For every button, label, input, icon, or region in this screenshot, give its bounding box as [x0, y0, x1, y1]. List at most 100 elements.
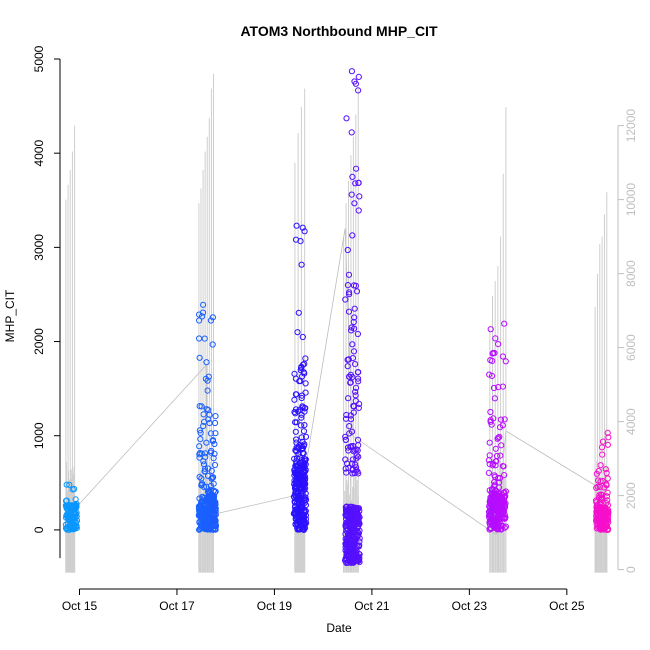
- data-point: [196, 443, 203, 450]
- data-point: [499, 422, 506, 429]
- data-point: [302, 380, 309, 387]
- data-point: [196, 311, 203, 318]
- data-point: [598, 508, 605, 515]
- data-point: [502, 358, 509, 365]
- data-point: [486, 439, 493, 446]
- y2-tick-label: 6000: [624, 334, 638, 361]
- data-point: [296, 507, 303, 514]
- data-point: [501, 489, 508, 496]
- y2-tick-label: 8000: [624, 260, 638, 287]
- data-point: [605, 519, 612, 526]
- data-point: [299, 502, 306, 509]
- data-point: [349, 374, 356, 381]
- data-point: [212, 510, 219, 517]
- x-tick-label: Oct 25: [549, 599, 585, 613]
- data-point: [206, 493, 213, 500]
- data-point: [345, 356, 352, 363]
- data-point: [495, 434, 502, 441]
- data-point: [593, 470, 600, 477]
- data-point: [601, 484, 608, 491]
- data-point: [68, 515, 76, 522]
- data-point: [492, 458, 499, 465]
- data-point: [499, 353, 506, 360]
- data-point: [347, 379, 354, 386]
- data-point: [344, 363, 351, 370]
- data-point: [209, 314, 216, 321]
- data-point: [72, 496, 79, 503]
- data-point: [502, 488, 509, 495]
- data-point: [209, 341, 216, 348]
- data-point: [197, 436, 204, 443]
- data-point: [490, 349, 497, 357]
- data-point: [348, 191, 355, 198]
- data-point: [597, 515, 604, 522]
- data-point: [492, 445, 499, 452]
- data-point: [303, 519, 310, 527]
- data-point: [350, 538, 357, 545]
- data-point: [350, 348, 358, 355]
- data-point: [488, 421, 495, 428]
- data-point: [604, 475, 611, 482]
- data-point: [204, 377, 211, 384]
- data-point: [497, 526, 504, 533]
- y-tick-label: 0: [32, 526, 46, 533]
- data-point: [295, 444, 303, 451]
- data-point: [210, 524, 217, 532]
- data-point: [593, 497, 600, 504]
- data-point: [348, 540, 356, 547]
- data-point: [498, 442, 505, 449]
- data-point: [604, 429, 611, 436]
- data-point: [199, 493, 206, 500]
- data-point: [593, 484, 600, 491]
- data-point: [209, 474, 216, 481]
- data-point: [207, 449, 214, 456]
- data-point: [295, 309, 302, 316]
- data-point: [487, 357, 494, 364]
- data-point: [200, 301, 207, 308]
- data-point: [211, 450, 218, 457]
- data-point: [346, 373, 353, 380]
- data-point: [495, 384, 502, 391]
- y-tick-label: 4000: [32, 140, 46, 167]
- data-point: [602, 466, 609, 473]
- data-point: [488, 489, 495, 496]
- data-point: [344, 282, 351, 289]
- data-point: [603, 469, 610, 477]
- data-point: [301, 370, 308, 377]
- data-point: [355, 453, 362, 460]
- data-point: [196, 403, 203, 410]
- data-point: [349, 341, 356, 348]
- data-point: [355, 179, 362, 186]
- data-point: [352, 520, 360, 527]
- data-point: [296, 496, 304, 503]
- data-point: [346, 557, 353, 564]
- data-point: [347, 412, 354, 419]
- data-point: [298, 492, 305, 499]
- data-point: [298, 394, 305, 402]
- data-point: [342, 296, 349, 303]
- data-point: [299, 403, 306, 410]
- data-point: [196, 427, 203, 434]
- data-point: [293, 222, 300, 229]
- data-point: [493, 523, 500, 530]
- x-tick-label: Oct 23: [452, 599, 488, 613]
- data-point: [195, 512, 202, 519]
- data-point: [196, 317, 203, 324]
- data-point: [298, 261, 305, 268]
- data-point: [488, 486, 496, 493]
- data-point: [496, 501, 503, 508]
- data-point: [353, 467, 360, 474]
- data-point: [202, 375, 209, 382]
- data-point: [596, 501, 604, 508]
- data-point: [198, 475, 205, 482]
- x-tick-label: Oct 19: [257, 599, 293, 613]
- data-point: [348, 428, 356, 435]
- data-point: [292, 428, 299, 435]
- data-point: [497, 416, 504, 423]
- data-point: [354, 369, 361, 376]
- data-point: [346, 291, 353, 298]
- data-point: [352, 361, 359, 368]
- data-point: [63, 481, 70, 488]
- data-point: [352, 384, 360, 391]
- y2-tick-label: 12000: [624, 109, 638, 143]
